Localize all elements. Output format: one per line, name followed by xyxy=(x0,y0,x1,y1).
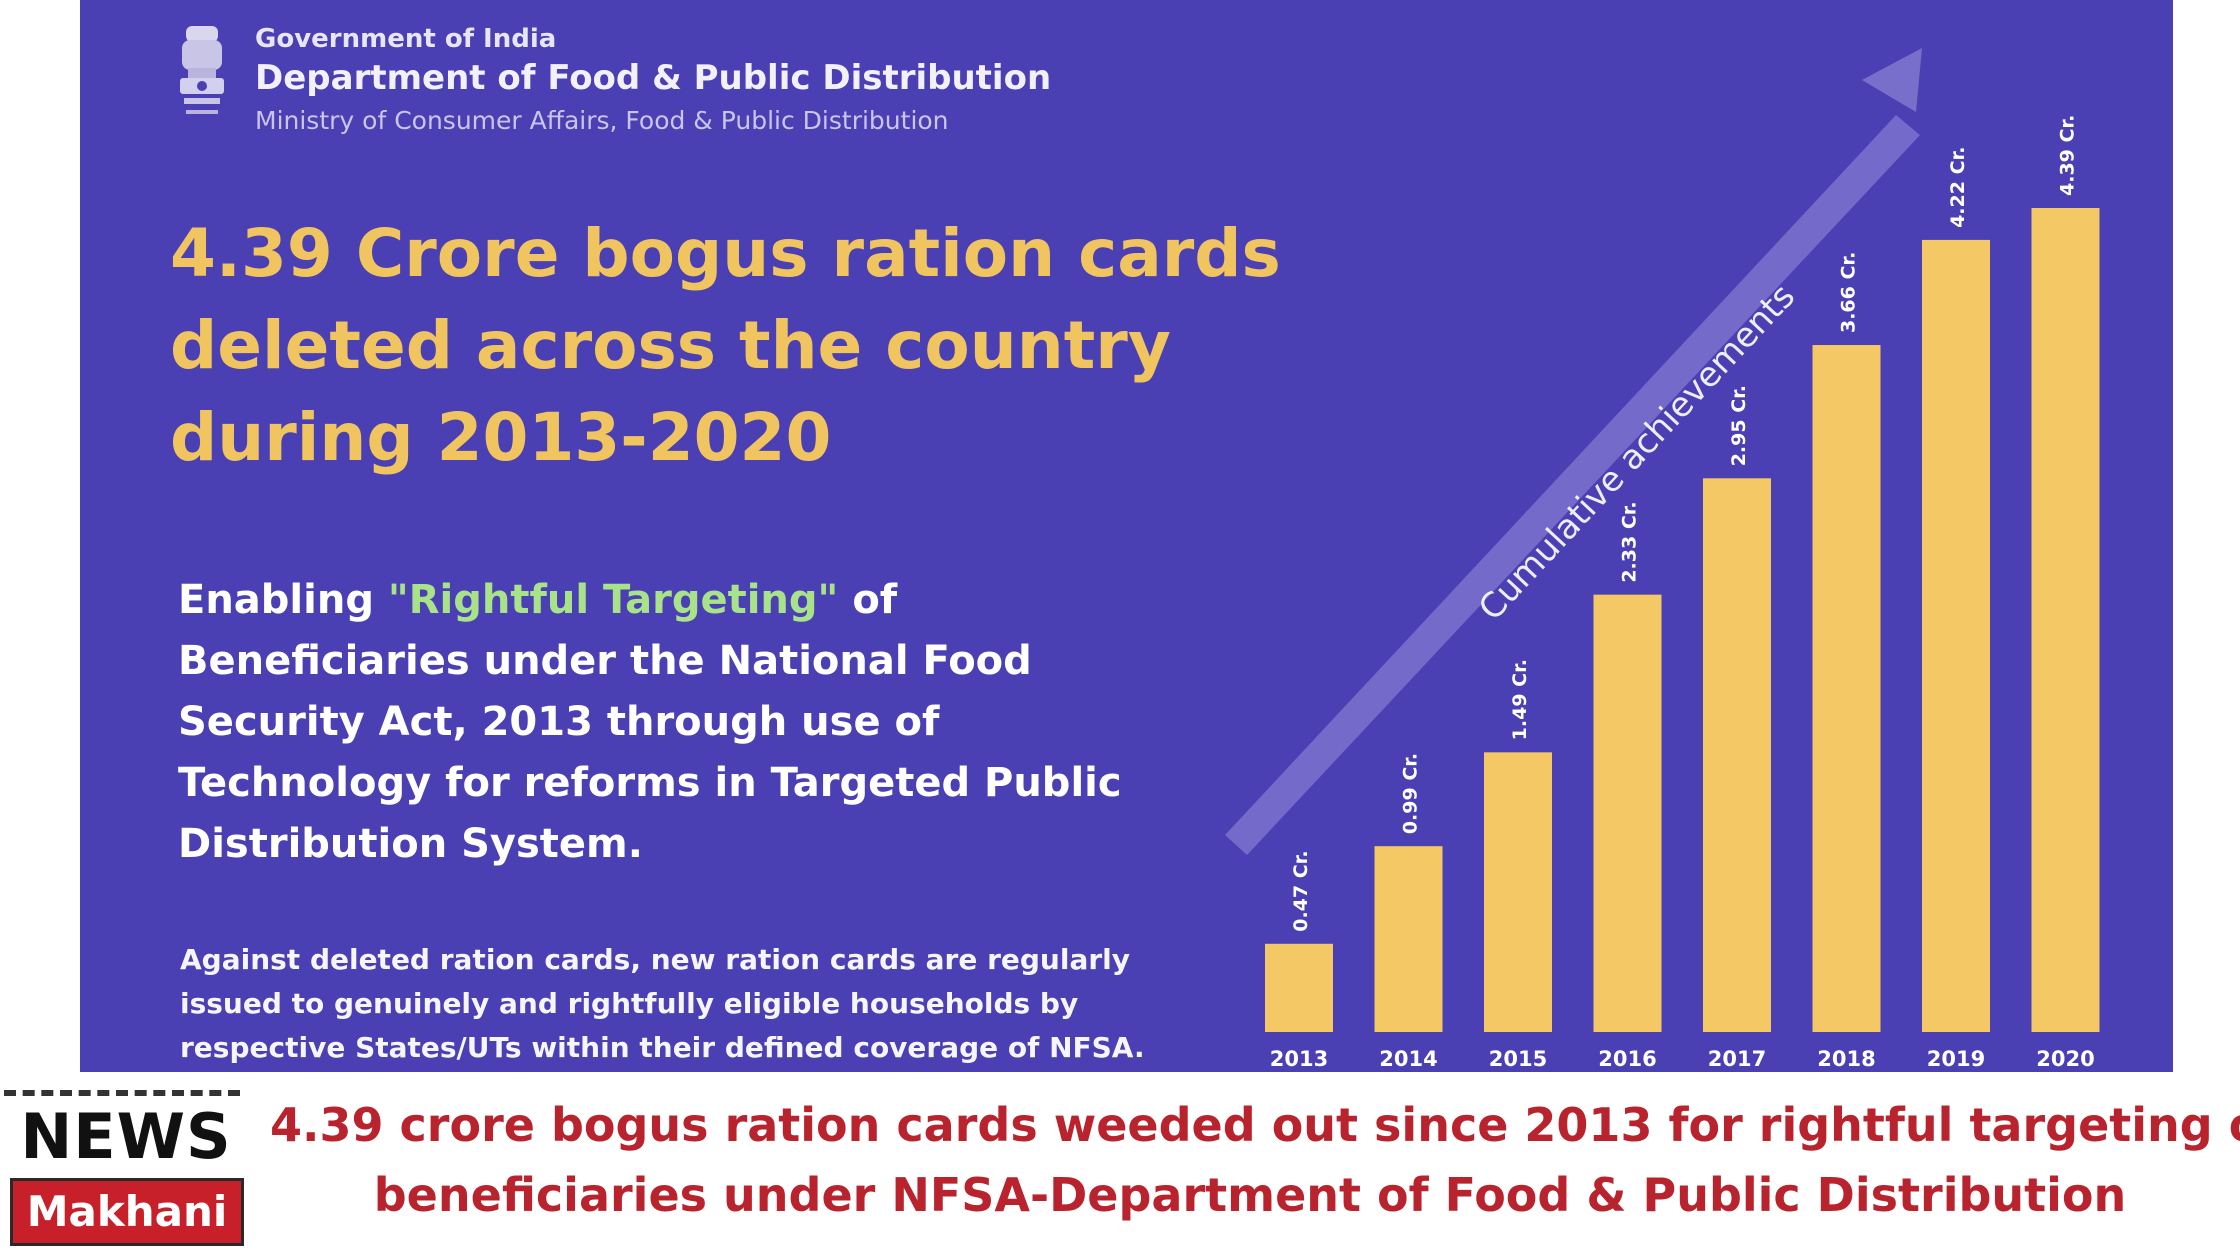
headline: 4.39 Crore bogus ration cards deleted ac… xyxy=(170,208,1420,484)
ministry-label: Ministry of Consumer Affairs, Food & Pub… xyxy=(255,106,949,135)
headline-line-1: 4.39 Crore bogus ration cards xyxy=(170,215,1281,292)
bar-2016 xyxy=(1593,594,1662,1032)
footnote: Against deleted ration cards, new ration… xyxy=(180,938,1280,1070)
data-label-2018: 3.66 Cr. xyxy=(1838,252,1860,333)
caption-line-1: 4.39 crore bogus ration cards weeded out… xyxy=(270,1098,2240,1152)
x-tick-2017: 2017 xyxy=(1708,1047,1766,1071)
subheading-line-1: Enabling "Rightful Targeting" of xyxy=(178,570,1178,631)
news-caption: 4.39 crore bogus ration cards weeded out… xyxy=(270,1090,2240,1230)
logo-dash-border xyxy=(4,1090,240,1186)
logo-makhani-text: Makhani xyxy=(26,1187,228,1236)
x-tick-2019: 2019 xyxy=(1927,1047,1985,1071)
x-tick-2015: 2015 xyxy=(1489,1047,1547,1071)
footnote-line-3: respective States/UTs within their defin… xyxy=(180,1031,1145,1064)
caption-line-2: beneficiaries under NFSA-Department of F… xyxy=(373,1168,2127,1222)
government-label: Government of India xyxy=(255,24,557,54)
news-makhani-logo: NEWS Makhani xyxy=(0,1072,252,1260)
bar-2017 xyxy=(1703,478,1771,1033)
x-tick-2020: 2020 xyxy=(2036,1047,2094,1071)
bar-2019 xyxy=(1922,239,1990,1033)
arrow-shape-icon xyxy=(1225,115,1920,855)
subheading-line-5: Distribution System. xyxy=(178,821,643,867)
bar-2018 xyxy=(1812,345,1881,1032)
subheading-line-3: Security Act, 2013 through use of xyxy=(178,699,940,745)
data-label-2017: 2.95 Cr. xyxy=(1728,385,1750,466)
headline-line-3: during 2013-2020 xyxy=(170,399,832,476)
data-label-2020: 4.39 Cr. xyxy=(2057,115,2079,196)
subheading-suffix: of xyxy=(838,577,898,623)
x-tick-2014: 2014 xyxy=(1379,1047,1437,1071)
data-label-2016: 2.33 Cr. xyxy=(1619,501,1641,582)
logo-red-box: Makhani xyxy=(10,1178,244,1246)
bar-2020 xyxy=(2031,208,2100,1032)
bar-chart: Cumulative achievements 0.47 Cr.20130.99… xyxy=(1225,48,2100,1071)
subheading-line-4: Technology for reforms in Targeted Publi… xyxy=(178,760,1122,806)
x-tick-2013: 2013 xyxy=(1270,1047,1328,1071)
national-emblem-icon xyxy=(180,26,224,114)
data-label-2014: 0.99 Cr. xyxy=(1400,753,1422,834)
footnote-line-1: Against deleted ration cards, new ration… xyxy=(180,943,1130,976)
subheading-line-2: Beneficiaries under the National Food xyxy=(178,638,1032,684)
subheading-prefix: Enabling xyxy=(178,577,388,623)
department-label: Department of Food & Public Distribution xyxy=(255,58,1052,98)
x-tick-2016: 2016 xyxy=(1598,1047,1656,1071)
headline-line-2: deleted across the country xyxy=(170,307,1171,384)
bar-2013 xyxy=(1265,943,1333,1032)
data-label-2015: 1.49 Cr. xyxy=(1509,659,1531,740)
footnote-line-2: issued to genuinely and rightfully eligi… xyxy=(180,987,1079,1020)
logo-news-text: NEWS xyxy=(20,1100,232,1173)
data-label-2013: 0.47 Cr. xyxy=(1290,850,1312,931)
rightful-targeting-highlight: "Rightful Targeting" xyxy=(387,577,839,623)
infographic-panel: Government of India Department of Food &… xyxy=(80,0,2173,1072)
subheading: Enabling "Rightful Targeting" of Benefic… xyxy=(178,570,1178,875)
data-label-2019: 4.22 Cr. xyxy=(1947,147,1969,228)
x-tick-2018: 2018 xyxy=(1817,1047,1875,1071)
bar-2014 xyxy=(1374,846,1443,1032)
bar-2015 xyxy=(1484,752,1552,1032)
bars-group: 0.47 Cr. 2013 0.99 Cr. 2014 1.49 Cr. 2015 2.33… xyxy=(1265,115,2100,1071)
arrow-head-icon xyxy=(1862,48,1922,112)
